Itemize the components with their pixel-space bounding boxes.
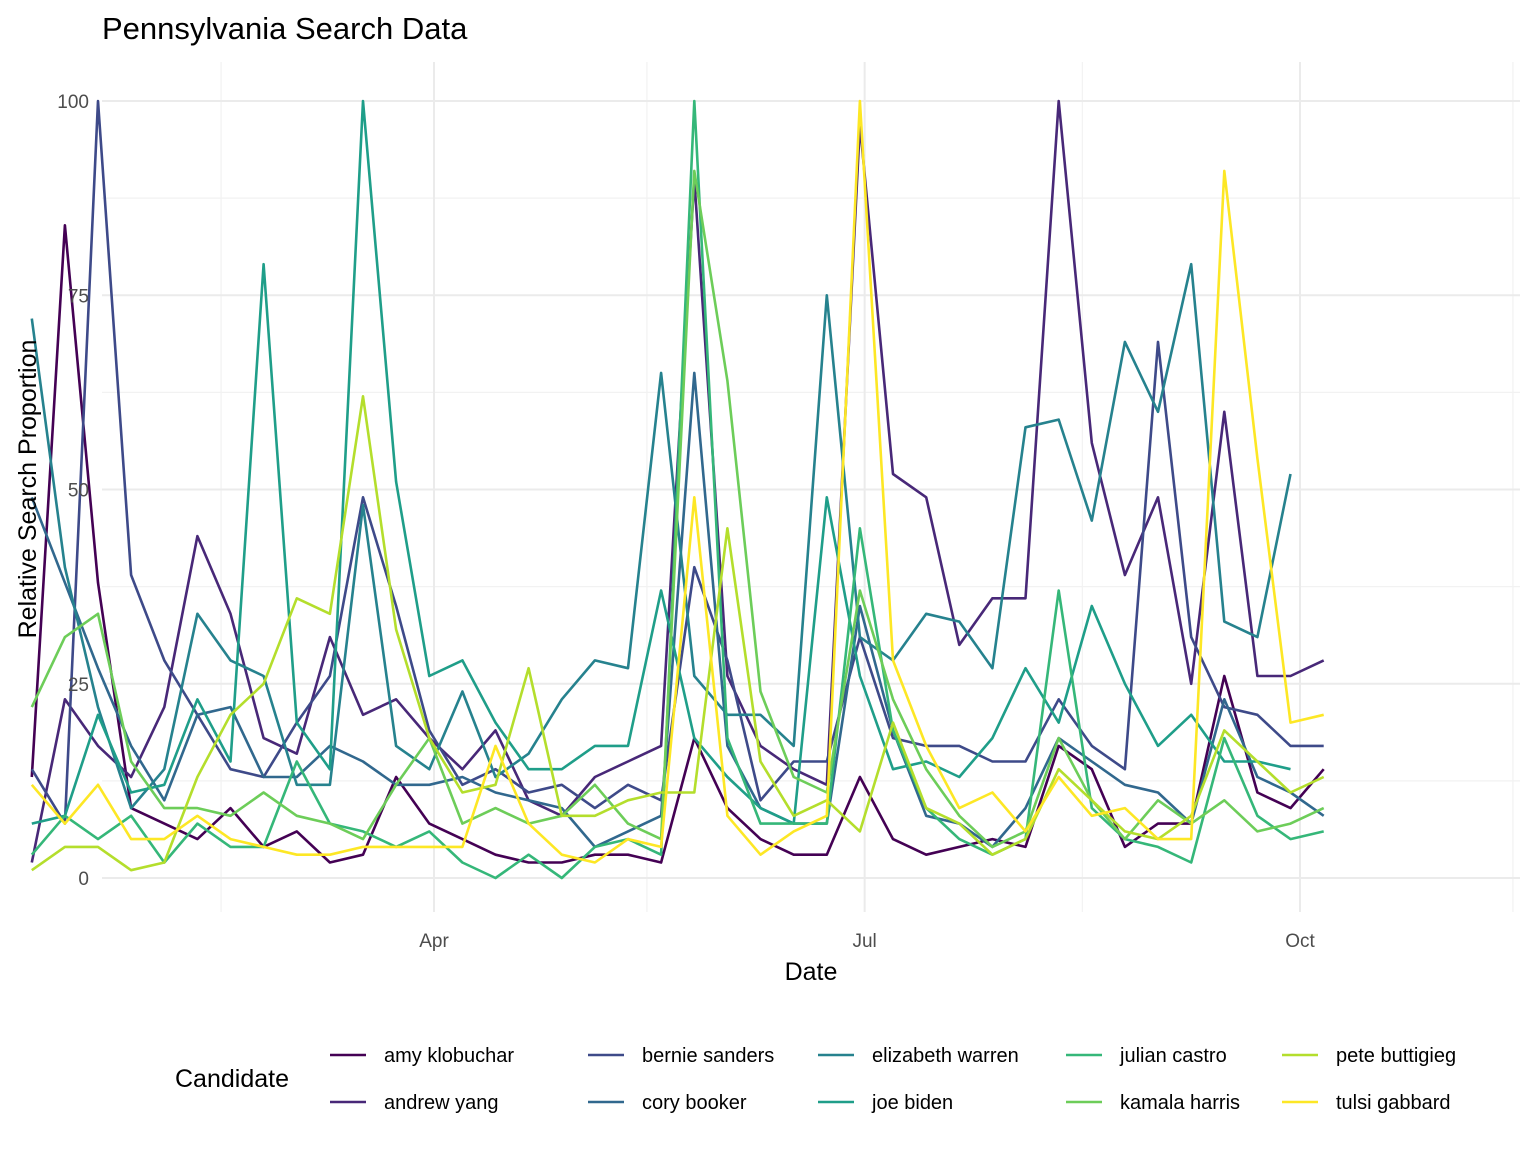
x-axis-ticks: Apr Jul Oct xyxy=(419,931,1315,952)
x-axis-title: Date xyxy=(785,958,838,986)
x-tick-label: Oct xyxy=(1285,931,1315,952)
legend-label: elizabeth warren xyxy=(872,1045,1019,1067)
y-tick-label: 100 xyxy=(57,92,89,113)
legend-label: kamala harris xyxy=(1120,1092,1240,1114)
y-tick-label: 75 xyxy=(68,286,89,307)
legend-label: andrew yang xyxy=(384,1092,499,1114)
y-tick-label: 0 xyxy=(78,869,89,890)
legend-title: Candidate xyxy=(175,1065,289,1093)
chart-title: Pennsylvania Search Data xyxy=(102,11,468,46)
y-axis-title: Relative Search Proportion xyxy=(14,340,42,639)
y-tick-label: 50 xyxy=(68,481,89,502)
series-line-pete-buttigieg xyxy=(31,394,1325,872)
legend-label: julian castro xyxy=(1119,1045,1227,1067)
legend: Candidate amy klobuchar andrew yang bernie… xyxy=(175,1045,1456,1114)
legend-label: bernie sanders xyxy=(642,1045,774,1067)
series-lines xyxy=(30,99,1325,880)
x-tick-label: Jul xyxy=(852,931,876,952)
series-line-julian-castro xyxy=(30,99,1324,880)
grid xyxy=(102,62,1520,912)
series-line-amy-klobuchar xyxy=(30,224,1325,864)
legend-label: amy klobuchar xyxy=(384,1045,514,1067)
x-tick-label: Apr xyxy=(419,931,449,952)
series-line-cory-booker xyxy=(30,371,1325,849)
legend-label: cory booker xyxy=(642,1092,747,1114)
legend-label: tulsi gabbard xyxy=(1336,1092,1451,1114)
series-line-elizabeth-warren xyxy=(30,262,1292,810)
legend-label: pete buttigieg xyxy=(1336,1045,1456,1067)
y-tick-label: 25 xyxy=(68,675,89,696)
series-line-tulsi-gabbard xyxy=(30,99,1324,864)
legend-label: joe biden xyxy=(871,1092,953,1114)
series-line-kamala-harris xyxy=(30,169,1325,849)
y-axis-ticks: 0 25 50 75 100 xyxy=(57,92,89,890)
series-line-joe-biden xyxy=(31,99,1291,825)
